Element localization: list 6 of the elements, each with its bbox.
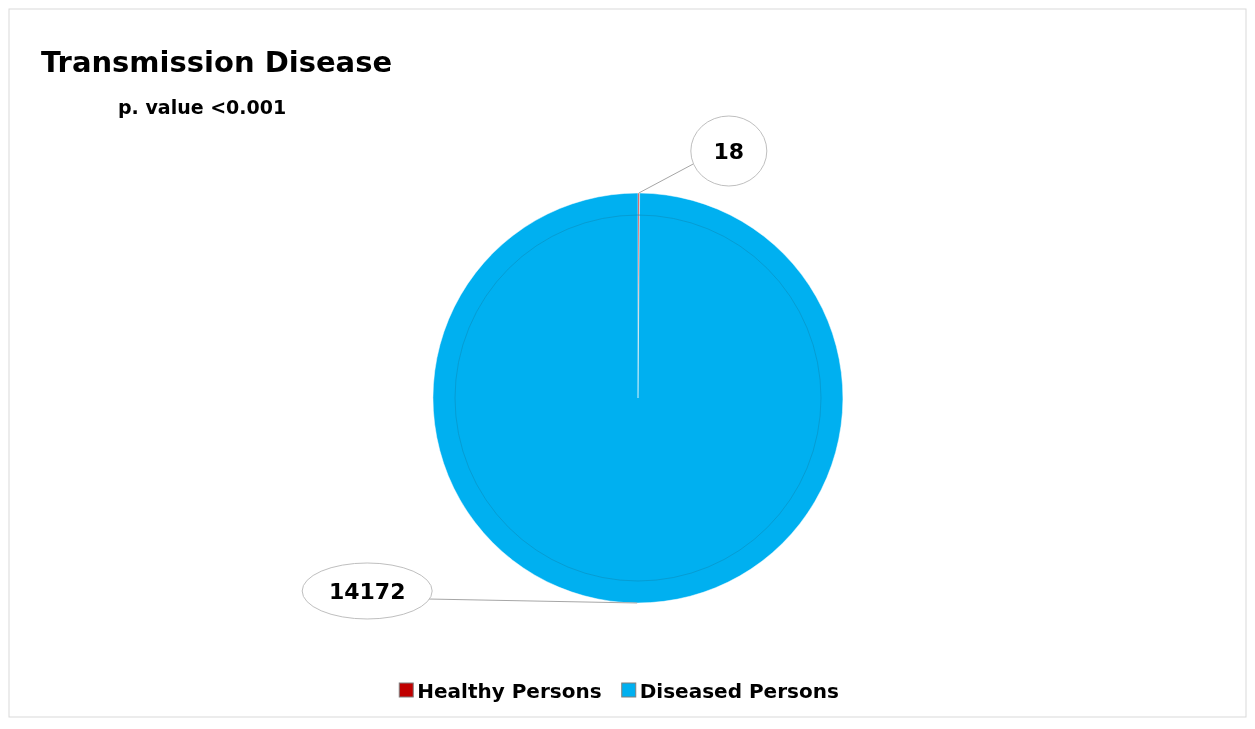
chart-title: Transmission Disease [41,45,393,79]
data-label: 18 [713,139,745,164]
chart-subtitle: p. value <0.001 [118,96,287,118]
legend-label: Diseased Persons [639,679,839,703]
legend-label: Healthy Persons [417,679,602,703]
data-label: 14172 [328,579,406,604]
